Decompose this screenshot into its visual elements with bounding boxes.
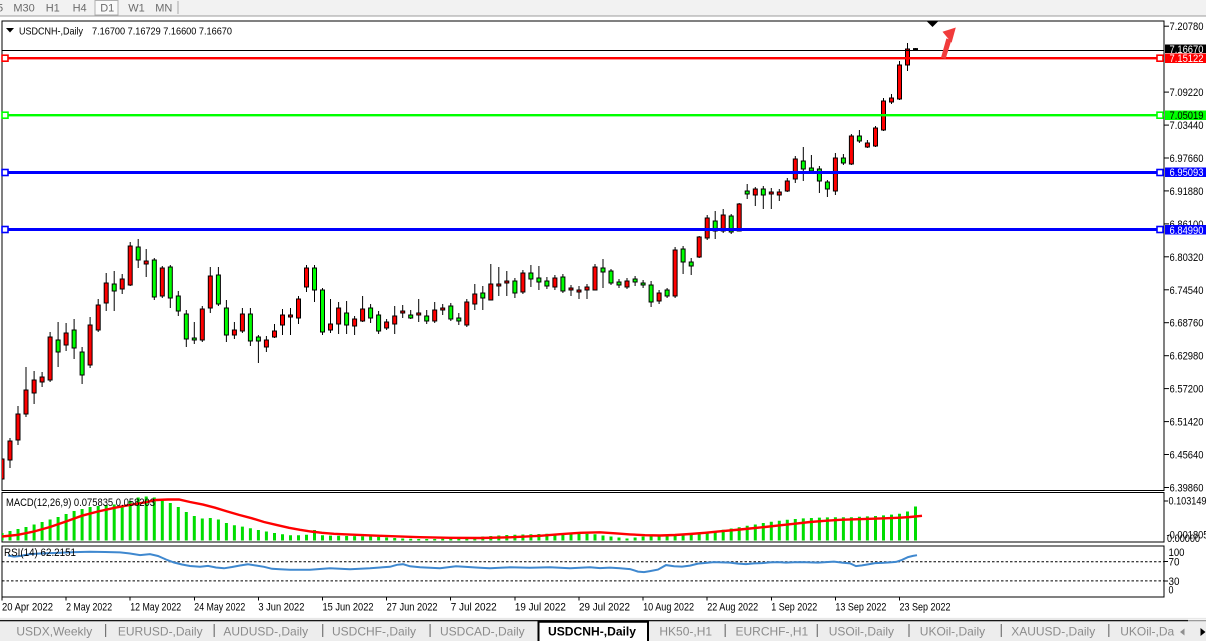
- svg-text:19 Jul 2022: 19 Jul 2022: [515, 602, 566, 614]
- svg-text:6.39860: 6.39860: [1170, 483, 1204, 495]
- svg-text:27 Jun 2022: 27 Jun 2022: [387, 602, 438, 614]
- svg-text:0: 0: [1169, 585, 1174, 597]
- svg-text:0.103149: 0.103149: [1169, 496, 1206, 508]
- svg-text:AUDUSD-,Daily: AUDUSD-,Daily: [223, 625, 308, 639]
- svg-text:100: 100: [1169, 547, 1185, 559]
- svg-text:6.45640: 6.45640: [1170, 450, 1204, 462]
- svg-text:6.57200: 6.57200: [1170, 384, 1204, 396]
- svg-text:UKOil-,Da: UKOil-,Da: [1120, 625, 1174, 639]
- svg-text:2 May 2022: 2 May 2022: [66, 602, 112, 614]
- svg-text:7.20780: 7.20780: [1170, 21, 1204, 33]
- svg-text:XAUUSD-,Daily: XAUUSD-,Daily: [1011, 625, 1095, 639]
- svg-text:USDX,Weekly: USDX,Weekly: [16, 625, 92, 639]
- svg-text:6.80320: 6.80320: [1170, 252, 1204, 264]
- svg-text:M30: M30: [13, 3, 34, 15]
- svg-text:MN: MN: [155, 3, 172, 15]
- svg-text:H4: H4: [73, 3, 87, 15]
- svg-text:USDCHF-,Daily: USDCHF-,Daily: [332, 625, 416, 639]
- svg-text:7.05019: 7.05019: [1170, 110, 1204, 122]
- svg-text:HK50-,H1: HK50-,H1: [659, 625, 712, 639]
- svg-text:1 Sep 2022: 1 Sep 2022: [771, 602, 817, 614]
- svg-text:7.03440: 7.03440: [1170, 120, 1204, 132]
- svg-text:13 Sep 2022: 13 Sep 2022: [835, 602, 886, 614]
- svg-text:7.09220: 7.09220: [1170, 87, 1204, 99]
- svg-text:D1: D1: [100, 3, 114, 15]
- svg-text:29 Jul 2022: 29 Jul 2022: [579, 602, 630, 614]
- svg-text:20 Apr 2022: 20 Apr 2022: [2, 602, 53, 614]
- svg-text:7.15122: 7.15122: [1170, 53, 1204, 65]
- svg-text:6.91880: 6.91880: [1170, 186, 1204, 198]
- svg-text:23 Sep 2022: 23 Sep 2022: [900, 602, 951, 614]
- svg-text:MACD(12,26,9) 0.075835 0.05820: MACD(12,26,9) 0.075835 0.058203: [6, 497, 155, 509]
- svg-text:12 May 2022: 12 May 2022: [130, 602, 181, 614]
- svg-text:5: 5: [0, 3, 3, 15]
- svg-text:70: 70: [1169, 557, 1180, 569]
- svg-text:W1: W1: [128, 3, 145, 15]
- svg-text:USOil-,Daily: USOil-,Daily: [829, 625, 894, 639]
- svg-text:24 May 2022: 24 May 2022: [194, 602, 245, 614]
- svg-text:6.97660: 6.97660: [1170, 153, 1204, 165]
- svg-text:6.68760: 6.68760: [1170, 318, 1204, 330]
- svg-text:USDCAD-,Daily: USDCAD-,Daily: [440, 625, 525, 639]
- svg-text:10 Aug 2022: 10 Aug 2022: [643, 602, 694, 614]
- svg-text:6.95093: 6.95093: [1170, 167, 1204, 179]
- svg-text:-0.001805: -0.001805: [1167, 529, 1206, 541]
- svg-text:7.16670: 7.16670: [1170, 44, 1204, 56]
- svg-text:RSI(14) 62.2151: RSI(14) 62.2151: [4, 547, 76, 559]
- svg-text:EURCHF-,H1: EURCHF-,H1: [736, 625, 809, 639]
- svg-text:30: 30: [1169, 576, 1180, 588]
- svg-text:6.74540: 6.74540: [1170, 285, 1204, 297]
- svg-text:7.16700 7.16729 7.16600 7.1667: 7.16700 7.16729 7.16600 7.16670: [92, 26, 232, 38]
- svg-text:7 Jul 2022: 7 Jul 2022: [451, 602, 497, 614]
- svg-text:6.84990: 6.84990: [1170, 225, 1204, 237]
- svg-text:USDCNH-,Daily: USDCNH-,Daily: [548, 625, 636, 639]
- svg-text:USDCNH-,Daily: USDCNH-,Daily: [19, 26, 84, 38]
- svg-text:UKOil-,Daily: UKOil-,Daily: [920, 625, 985, 639]
- svg-text:15 Jun 2022: 15 Jun 2022: [323, 602, 374, 614]
- svg-text:EURUSD-,Daily: EURUSD-,Daily: [118, 625, 203, 639]
- svg-text:3 Jun 2022: 3 Jun 2022: [258, 602, 304, 614]
- svg-text:H1: H1: [46, 3, 60, 15]
- svg-text:6.51420: 6.51420: [1170, 417, 1204, 429]
- svg-text:0.00000: 0.00000: [1167, 533, 1200, 545]
- svg-text:6.62980: 6.62980: [1170, 351, 1204, 363]
- svg-text:22 Aug 2022: 22 Aug 2022: [707, 602, 758, 614]
